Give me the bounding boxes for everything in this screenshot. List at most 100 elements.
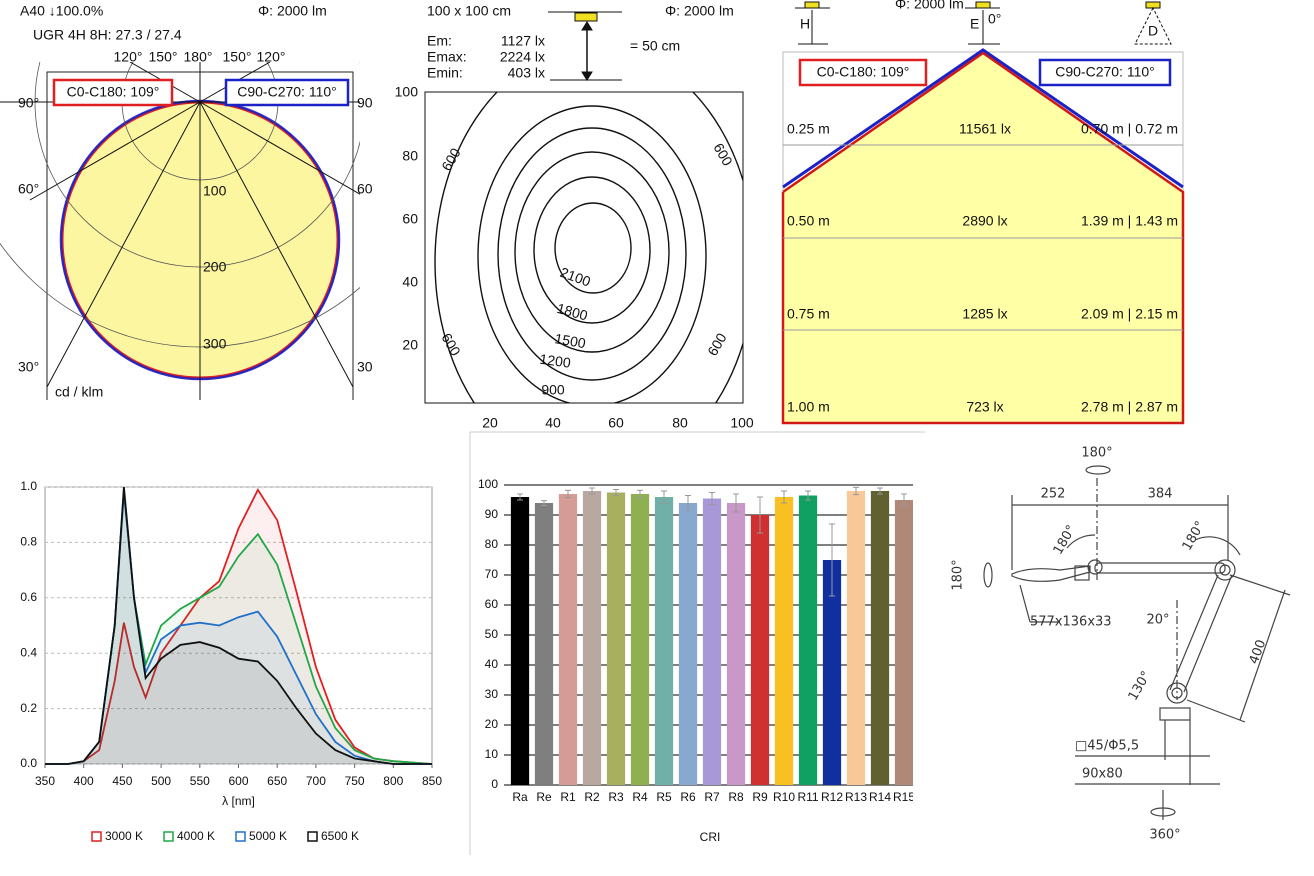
y-tick-label: 0.6	[20, 590, 37, 604]
bar	[582, 491, 602, 785]
x-tick-label: 20	[482, 415, 498, 431]
angle-label: 90°	[18, 95, 39, 111]
distance: 0.25 m	[787, 121, 830, 137]
bar	[606, 492, 626, 785]
ugr: UGR 4H 8H: 27.3 / 27.4	[33, 27, 182, 43]
error-bar	[613, 489, 619, 496]
y-tick-label: 10	[485, 747, 499, 761]
error-bar	[805, 490, 811, 501]
legend-swatch	[163, 831, 174, 842]
y-tick-label: 30	[485, 687, 499, 701]
legend-box	[1038, 58, 1172, 87]
stat-name: Emin:	[427, 65, 463, 81]
flux: Φ: 2000 lm	[665, 3, 734, 19]
y-tick-label: 0.0	[20, 756, 37, 770]
error-bar	[877, 487, 883, 495]
y-tick-label: 20	[485, 717, 499, 731]
angle-label: 30°	[18, 359, 39, 375]
dim-label: 130°	[1126, 669, 1155, 704]
error-bar	[661, 490, 667, 504]
dim-label: □45/Φ5,5	[1075, 739, 1139, 754]
x-tick-label: R13	[845, 790, 867, 804]
dim-label: 90x80	[1082, 767, 1123, 782]
flux: Φ: 2000 lm	[258, 3, 327, 19]
error-bar	[517, 493, 523, 501]
cri-chart: 0 10 20 30 40 50 60 70 80 90 100 Ra Re R1 R2 R3 R4 R5 R6 R7…	[478, 477, 913, 844]
y-tick-label: 0.2	[20, 701, 37, 715]
y-tick-label: 100	[478, 477, 498, 491]
cri-border	[469, 431, 925, 855]
y-tick-label: 1.0	[20, 479, 37, 493]
dim-label: 180°	[1180, 519, 1209, 554]
y-tick-label: 60	[485, 597, 499, 611]
y-tick-label: 40	[485, 657, 499, 671]
series-area	[45, 487, 432, 764]
height: = 50 cm	[630, 38, 680, 54]
dim-label: 400	[1247, 638, 1270, 666]
bar	[726, 503, 746, 785]
legend-label: C0-C180: 109°	[67, 84, 160, 100]
error-bar	[685, 495, 691, 511]
cone-panel: H E 0° D Φ: 2000 lm C0-C180: 109° C90-C2…	[781, 0, 1185, 425]
x-tick-label: R5	[656, 790, 672, 804]
contour-label: 600	[704, 330, 730, 358]
legend-swatch	[91, 831, 102, 842]
bar	[870, 491, 890, 785]
x-tick-label: R9	[752, 790, 768, 804]
angle-label: 60	[357, 181, 373, 197]
illuminance: 11561 lx	[959, 121, 1011, 137]
dim-label: 252	[1041, 487, 1066, 502]
error-bar	[733, 493, 739, 513]
height-symbol	[548, 11, 622, 81]
angle-label: 150°	[149, 49, 178, 65]
angle-label: 90	[357, 95, 373, 111]
y-tick-label: 50	[485, 627, 499, 641]
bar	[798, 495, 818, 785]
x-tick-label: R10	[773, 790, 795, 804]
bar	[630, 494, 650, 785]
contours	[434, 92, 743, 403]
y-tick-label: 0.8	[20, 535, 37, 549]
series-area	[45, 492, 432, 764]
plot-frame	[44, 486, 433, 765]
series-line	[45, 486, 432, 765]
bar	[702, 498, 722, 785]
y-tick-label: 40	[402, 274, 418, 290]
dim-label: 180°	[1081, 446, 1112, 461]
legend-label: C90-C270: 110°	[1055, 64, 1155, 80]
radial-label: 300	[203, 336, 227, 352]
y-tick-label: 0	[491, 777, 498, 791]
legend-box	[224, 78, 350, 107]
error-bar	[757, 496, 763, 534]
diameter: 0.70 m | 0.72 m	[1081, 121, 1178, 137]
bar	[558, 494, 578, 785]
y-tick-label: 20	[402, 337, 418, 353]
bar	[894, 500, 913, 785]
x-tick-label: R1	[560, 790, 576, 804]
legend-label: 4000 K	[177, 829, 215, 843]
x-tick-label: 700	[306, 774, 326, 788]
bar	[846, 491, 866, 785]
x-tick-label: 650	[267, 774, 287, 788]
y-tick-label: 80	[485, 537, 499, 551]
dim-label: 180°	[951, 559, 966, 590]
legend-label: 6500 K	[321, 829, 359, 843]
bar	[654, 497, 674, 785]
dim-label: 20°	[1146, 613, 1169, 628]
diameter: 2.78 m | 2.87 m	[1081, 399, 1178, 415]
contour-label: 1500	[553, 330, 587, 351]
dim-label: 360°	[1149, 828, 1180, 843]
icon-label: H	[800, 16, 810, 32]
x-tick-label: R6	[680, 790, 696, 804]
dimension-drawing	[983, 465, 1291, 820]
bar	[774, 497, 794, 785]
series-line	[45, 487, 433, 765]
legend-label: C0-C180: 109°	[817, 64, 910, 80]
cone-rows	[783, 144, 1183, 331]
x-tick-label: 450	[112, 774, 132, 788]
x-tick-label: 400	[74, 774, 94, 788]
error-bar	[829, 523, 835, 597]
legend-swatch	[307, 831, 318, 842]
